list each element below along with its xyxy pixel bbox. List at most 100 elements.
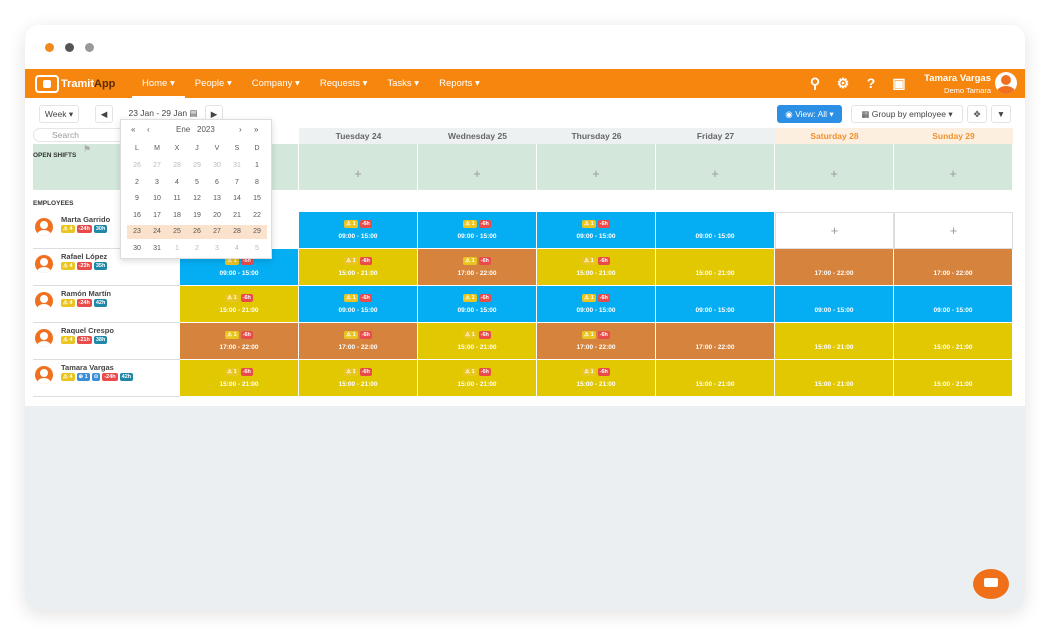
calendar-week-row-cell[interactable]: 28 xyxy=(233,228,241,235)
calendar-week-row-cell[interactable]: 17 xyxy=(153,211,161,219)
menu-reports[interactable]: Reports ▾ xyxy=(439,78,480,89)
help-icon[interactable]: ? xyxy=(866,75,876,91)
shift-cell[interactable]: 09:00 - 15:00 xyxy=(656,286,775,323)
employee-row-label[interactable]: Raquel Crespo ⚠ 4 -21h 38h xyxy=(33,323,180,360)
menu-requests[interactable]: Requests ▾ xyxy=(319,78,368,89)
shift-cell[interactable]: 15:00 - 21:00 xyxy=(894,323,1013,360)
shift-cell[interactable]: ⚠ 1 -6h 15:00 - 21:00 xyxy=(418,360,537,397)
calendar-week-row-cell[interactable]: 26 xyxy=(133,162,141,169)
shift-cell[interactable]: ⚠ 1 -6h 09:00 - 15:00 xyxy=(537,286,656,323)
gift-icon[interactable]: ▣ xyxy=(892,75,906,91)
user-info[interactable]: Tamara Vargas Demo Tamara xyxy=(924,73,991,95)
calendar-week-row-cell[interactable]: 7 xyxy=(235,178,239,186)
shift-cell[interactable]: 09:00 - 15:00 xyxy=(894,286,1013,323)
calendar-week-row-cell[interactable]: 5 xyxy=(195,178,199,186)
shift-cell[interactable]: ⚠ 1 -6h 15:00 - 21:00 xyxy=(537,249,656,286)
calendar-week-row-cell[interactable]: 4 xyxy=(235,244,239,252)
group-by-dropdown[interactable]: ▦ Group by employee ▾ xyxy=(851,105,963,123)
shift-cell[interactable]: ⚠ 1 -6h 15:00 - 21:00 xyxy=(299,249,418,286)
calendar-week-row-cell[interactable]: 29 xyxy=(253,228,261,235)
calendar-week-row-cell[interactable]: 1 xyxy=(255,162,259,169)
add-shift-cell[interactable]: + xyxy=(894,212,1013,249)
shift-cell[interactable]: ⚠ 1 -6h 09:00 - 15:00 xyxy=(299,286,418,323)
shift-cell[interactable]: 15:00 - 21:00 xyxy=(894,360,1013,397)
shift-cell[interactable]: 15:00 - 21:00 xyxy=(656,360,775,397)
shift-cell[interactable]: ⚠ 1 -6h 17:00 - 22:00 xyxy=(180,323,299,360)
calendar-week-row-cell[interactable]: 30 xyxy=(213,162,221,169)
calendar-week-row-cell[interactable]: 27 xyxy=(153,162,161,169)
open-shift-add-sun[interactable]: + xyxy=(894,144,1013,190)
calendar-week-row-cell[interactable]: 28 xyxy=(173,162,181,169)
menu-tasks[interactable]: Tasks ▾ xyxy=(387,78,420,89)
user-avatar[interactable] xyxy=(995,72,1017,94)
calendar-week-row-cell[interactable]: 10 xyxy=(153,195,161,202)
open-shift-add-fri[interactable]: + xyxy=(656,144,775,190)
shift-cell[interactable]: ⚠ 1 -6h 17:00 - 22:00 xyxy=(537,323,656,360)
view-filter-button[interactable]: ◉ View: All ▾ xyxy=(777,105,842,123)
shift-cell[interactable]: 09:00 - 15:00 xyxy=(775,286,894,323)
calendar-week-row-cell[interactable]: 13 xyxy=(213,195,221,202)
chat-icon[interactable] xyxy=(973,569,1009,599)
shift-cell[interactable]: ⚠ 1 -6h 15:00 - 21:00 xyxy=(537,360,656,397)
calendar-month[interactable]: Ene xyxy=(176,125,191,134)
shift-cell[interactable]: ⚠ 1 -6h 09:00 - 15:00 xyxy=(299,212,418,249)
calendar-week-row-cell[interactable]: 11 xyxy=(173,195,181,202)
calendar-week-row-cell[interactable]: 2 xyxy=(195,244,199,252)
shift-cell[interactable]: 17:00 - 22:00 xyxy=(775,249,894,286)
calendar-week-row-cell[interactable]: 15 xyxy=(253,195,261,202)
shift-cell[interactable]: 17:00 - 22:00 xyxy=(894,249,1013,286)
calendar-week-row-cell[interactable]: 22 xyxy=(253,211,261,219)
employee-row-label[interactable]: Ramón Martín ⚠ 4 -24h 42h xyxy=(33,286,180,323)
calendar-year[interactable]: 2023 xyxy=(197,125,215,134)
menu-company[interactable]: Company ▾ xyxy=(251,78,300,89)
employee-row-label[interactable]: Tamara Vargas ⚠ 4 ⊕ 1 ⊙ -24h 42h xyxy=(33,360,180,397)
calendar-week-row-cell[interactable]: 26 xyxy=(193,228,201,235)
calendar-week-row-cell[interactable]: 8 xyxy=(255,178,259,186)
calendar-week-row-cell[interactable]: 3 xyxy=(155,178,159,186)
gear-icon[interactable]: ⚙ xyxy=(836,75,850,91)
calendar-week-row-cell[interactable]: 21 xyxy=(233,211,241,219)
shift-cell[interactable]: ⚠ 1 -6h 09:00 - 15:00 xyxy=(418,212,537,249)
shift-cell[interactable]: ⚠ 1 -6h 17:00 - 22:00 xyxy=(418,249,537,286)
calendar-week-row-cell[interactable]: 5 xyxy=(255,244,259,252)
employee-row-label[interactable]: Marta Garrido ⚠ 4 -24h 30h xyxy=(33,212,180,249)
shift-cell[interactable]: ⚠ 1 -6h 15:00 - 21:00 xyxy=(180,360,299,397)
date-range-picker[interactable]: 23 Jan - 29 Jan ▤ xyxy=(121,105,205,123)
open-shift-add-tue[interactable]: + xyxy=(299,144,418,190)
shift-cell[interactable]: 17:00 - 22:00 xyxy=(656,323,775,360)
shift-cell[interactable]: ⚠ 1 -6h 15:00 - 21:00 xyxy=(418,323,537,360)
prev-year-icon[interactable]: « xyxy=(131,125,136,134)
calendar-week-row-cell[interactable]: 24 xyxy=(153,228,161,235)
shift-cell[interactable]: ⚠ 1 -6h 09:00 - 15:00 xyxy=(418,286,537,323)
employee-row-label[interactable]: Rafael López ⚠ 4 -23h 35h xyxy=(33,249,180,286)
open-shift-add-thu[interactable]: + xyxy=(537,144,656,190)
calendar-week-row-cell[interactable]: 16 xyxy=(133,211,141,219)
shift-cell[interactable]: ⚠ 1 -6h 09:00 - 15:00 xyxy=(537,212,656,249)
calendar-week-row-cell[interactable]: 25 xyxy=(173,228,181,235)
next-year-icon[interactable]: » xyxy=(254,125,259,134)
shift-cell[interactable]: 09:00 - 15:00 xyxy=(656,212,775,249)
shift-cell[interactable]: 15:00 - 21:00 xyxy=(775,360,894,397)
shift-cell[interactable]: ⚠ 1 -6h 15:00 - 21:00 xyxy=(180,286,299,323)
window-minimize-dot[interactable] xyxy=(65,43,74,52)
calendar-week-row-cell[interactable]: 4 xyxy=(175,178,179,186)
calendar-week-row-cell[interactable]: 29 xyxy=(193,162,201,169)
calendar-week-row-cell[interactable]: 14 xyxy=(233,195,241,202)
open-shift-add-sat[interactable]: + xyxy=(775,144,894,190)
window-close-dot[interactable] xyxy=(45,43,54,52)
app-logo[interactable]: Tramit App xyxy=(35,73,115,94)
calendar-week-row-cell[interactable]: 27 xyxy=(213,228,221,235)
calendar-week-row-cell[interactable]: 23 xyxy=(133,228,141,235)
calendar-week-row-cell[interactable]: 3 xyxy=(215,244,219,252)
search-icon[interactable]: ⚲ xyxy=(809,75,821,91)
shift-cell[interactable]: ⚠ 1 -6h 15:00 - 21:00 xyxy=(299,360,418,397)
shift-cell[interactable]: ⚠ 1 -6h 17:00 - 22:00 xyxy=(299,323,418,360)
calendar-week-row-cell[interactable]: 20 xyxy=(213,211,221,219)
add-shift-cell[interactable]: + xyxy=(775,212,894,249)
calendar-week-row-cell[interactable]: 9 xyxy=(135,195,139,202)
calendar-week-row-cell[interactable]: 18 xyxy=(173,211,181,219)
open-shift-add-wed[interactable]: + xyxy=(418,144,537,190)
window-maximize-dot[interactable] xyxy=(85,43,94,52)
calendar-week-row-cell[interactable]: 19 xyxy=(193,211,201,219)
calendar-week-row-cell[interactable]: 31 xyxy=(153,244,161,252)
